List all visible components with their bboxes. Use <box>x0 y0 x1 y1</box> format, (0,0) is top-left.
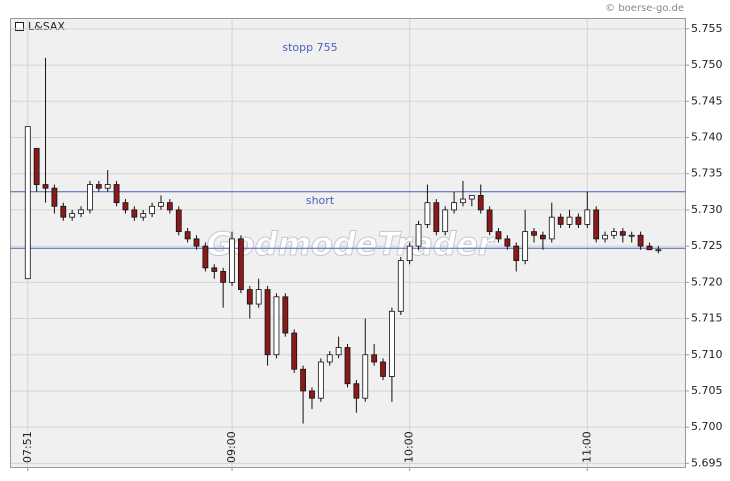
candle-body <box>158 202 164 207</box>
candle-body <box>611 231 617 236</box>
candle-body <box>78 209 84 214</box>
candle-body <box>264 289 271 356</box>
candle-body <box>353 383 360 399</box>
candle-body <box>193 238 200 247</box>
candle-body <box>309 390 315 399</box>
candle-body <box>24 126 31 280</box>
candle-body <box>468 195 475 200</box>
y-tick-label: 5.735 <box>691 167 723 180</box>
candle-body <box>140 213 147 218</box>
candle-body <box>593 209 600 240</box>
candle-body <box>122 202 129 211</box>
candle-body <box>548 216 555 240</box>
candle-body <box>531 231 537 236</box>
candle-body <box>87 184 93 211</box>
candle-body <box>539 234 546 240</box>
annotation: stopp 755 <box>282 41 337 54</box>
candle-body <box>33 147 40 185</box>
candle-body <box>522 231 529 262</box>
candle-body <box>557 216 564 225</box>
candle-body <box>104 184 111 189</box>
candle-body <box>566 216 573 225</box>
y-tick-label: 5.730 <box>691 203 723 216</box>
candle-body <box>326 354 333 363</box>
candle-body <box>380 361 386 377</box>
candle-body <box>95 184 102 189</box>
candle-body <box>300 368 306 392</box>
candle-body <box>486 209 493 233</box>
candle-body <box>282 296 289 334</box>
candle-body <box>397 260 404 312</box>
source: © boerse-go.de <box>605 3 684 14</box>
candle-body <box>273 296 280 356</box>
candle-body <box>344 347 351 385</box>
candle-body <box>291 332 298 370</box>
candle-body <box>646 245 653 251</box>
candle-body <box>477 195 484 211</box>
reference-label: short <box>306 194 335 207</box>
candle-body <box>175 209 182 233</box>
candle-body <box>371 354 378 363</box>
candle-body <box>619 231 626 236</box>
candle-body <box>424 202 431 225</box>
candle-body <box>433 202 440 233</box>
y-tick-label: 5.725 <box>691 239 723 252</box>
candle-body <box>504 238 511 247</box>
candle-body <box>362 354 369 399</box>
candle-body <box>637 234 644 247</box>
candle-body <box>442 209 449 233</box>
candle-body <box>60 205 67 218</box>
y-tick-label: 5.755 <box>691 22 723 35</box>
candle-body <box>335 347 342 356</box>
x-tick-label: 10:00 <box>403 431 416 463</box>
x-tick-label: 11:00 <box>580 431 593 463</box>
candle-body <box>415 223 422 247</box>
plot-area <box>10 18 686 468</box>
x-tick-label: 09:00 <box>225 431 238 463</box>
y-tick-label: 5.715 <box>691 312 723 325</box>
legend-swatch <box>15 22 24 31</box>
candle-body <box>513 245 520 262</box>
candle-body <box>42 184 49 189</box>
candle-body <box>69 213 76 218</box>
candle-body <box>149 205 156 214</box>
watermark: GodmodeTrader <box>206 225 495 263</box>
candle-body <box>628 234 635 237</box>
candle-body <box>51 187 58 207</box>
candle-body <box>238 238 244 290</box>
legend-label: L&SAX <box>28 20 65 33</box>
candle-body <box>317 361 324 399</box>
candle-body <box>406 245 413 262</box>
candle-body <box>389 310 395 377</box>
candle-body <box>229 238 235 283</box>
y-tick-label: 5.750 <box>691 58 723 71</box>
y-tick-label: 5.740 <box>691 130 723 143</box>
candle-body <box>131 209 138 218</box>
candle-body <box>211 267 218 272</box>
y-tick-label: 5.745 <box>691 94 723 107</box>
y-tick-label: 5.710 <box>691 348 723 361</box>
x-tick-label: 07:51 <box>21 431 34 463</box>
candle-body <box>113 184 120 204</box>
candle-body <box>246 289 253 305</box>
candle-body <box>184 231 191 240</box>
candle-body <box>255 289 262 305</box>
y-tick-label: 5.705 <box>691 384 723 397</box>
candle-body <box>166 202 173 211</box>
candle-body <box>655 249 662 252</box>
candle-body <box>460 198 466 204</box>
y-tick-label: 5.700 <box>691 420 723 433</box>
candle-body <box>220 271 227 283</box>
candle-body <box>584 209 591 225</box>
y-tick-label: 5.695 <box>691 456 723 469</box>
y-tick-label: 5.720 <box>691 275 723 288</box>
candle-body <box>575 216 582 225</box>
candle-body <box>451 202 457 211</box>
candle-body <box>202 245 209 269</box>
candle-body <box>602 234 608 240</box>
candle-body <box>495 231 502 240</box>
